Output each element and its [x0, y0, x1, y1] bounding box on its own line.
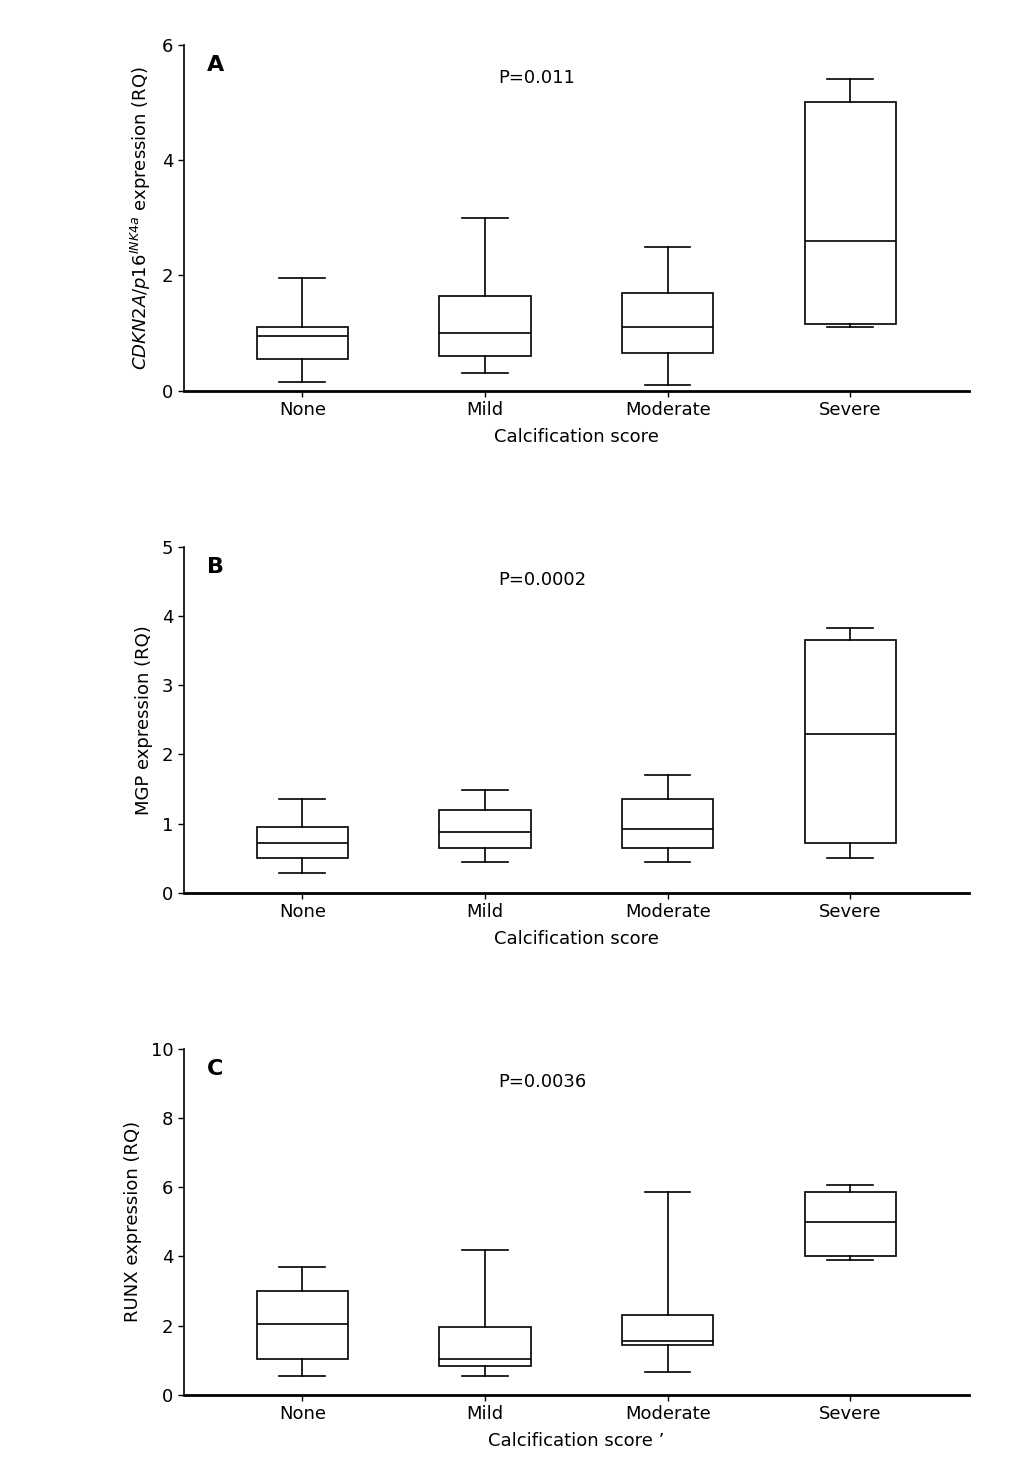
X-axis label: Calcification score: Calcification score	[493, 929, 658, 948]
Text: P=0.0036: P=0.0036	[497, 1073, 586, 1091]
Y-axis label: $\mathit{CDKN2A/p16}$$^{\mathit{INK4a}}$ expression (RQ): $\mathit{CDKN2A/p16}$$^{\mathit{INK4a}}$…	[129, 65, 153, 370]
PathPatch shape	[257, 328, 347, 359]
PathPatch shape	[439, 810, 530, 847]
PathPatch shape	[439, 1327, 530, 1365]
PathPatch shape	[804, 1193, 895, 1257]
PathPatch shape	[804, 102, 895, 325]
PathPatch shape	[622, 1315, 712, 1345]
X-axis label: Calcification score ’: Calcification score ’	[488, 1432, 663, 1450]
PathPatch shape	[257, 827, 347, 858]
Y-axis label: RUNX expression (RQ): RUNX expression (RQ)	[124, 1122, 142, 1322]
Y-axis label: MGP expression (RQ): MGP expression (RQ)	[136, 625, 153, 815]
PathPatch shape	[257, 1291, 347, 1359]
PathPatch shape	[622, 292, 712, 353]
Text: A: A	[207, 55, 224, 74]
Text: P=0.0002: P=0.0002	[497, 571, 585, 589]
PathPatch shape	[439, 295, 530, 356]
PathPatch shape	[804, 640, 895, 843]
Text: C: C	[207, 1060, 223, 1079]
PathPatch shape	[622, 800, 712, 847]
X-axis label: Calcification score: Calcification score	[493, 427, 658, 445]
Text: P=0.011: P=0.011	[497, 68, 574, 86]
Text: B: B	[207, 556, 224, 577]
